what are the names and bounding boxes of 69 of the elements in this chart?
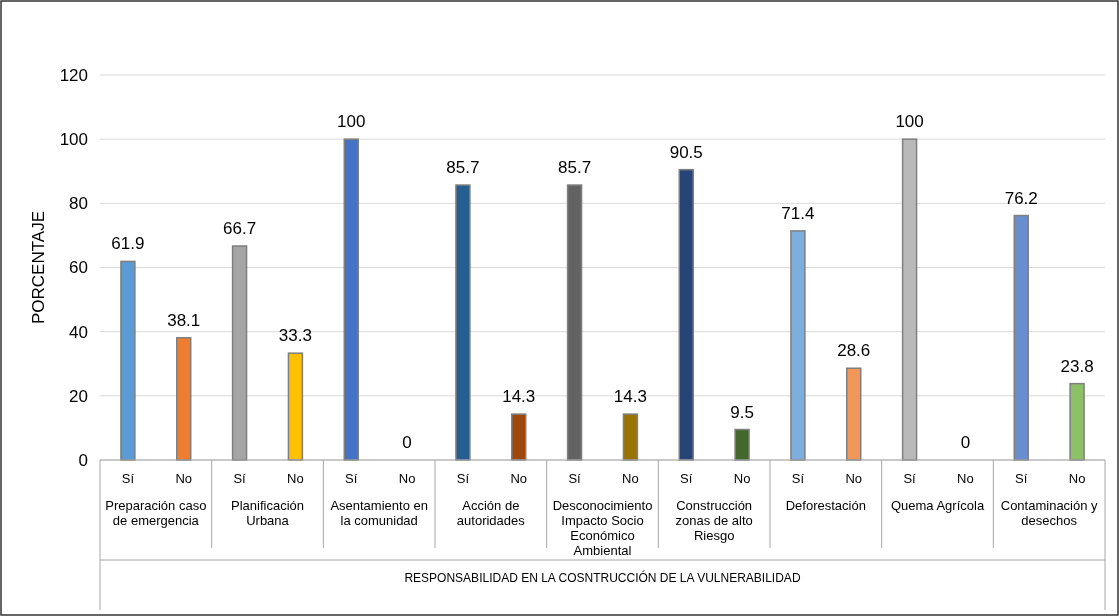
bar	[511, 413, 527, 461]
bar	[176, 337, 192, 461]
y-tick-label: 40	[69, 322, 88, 342]
text: RESPONSABILIDAD EN LA COSNTRUCCIÓN DE LA VULNERABILIDAD	[404, 570, 801, 585]
x-tick-label: No	[845, 471, 863, 486]
text: Deforestación	[785, 498, 866, 513]
data-label: 0	[402, 433, 412, 452]
text: Planificación Urbana	[231, 498, 304, 528]
x-tick-label: No	[398, 471, 416, 486]
data-label: 85.7	[558, 158, 592, 178]
data-label: 14.3	[613, 387, 647, 407]
y-tick-label: 60	[69, 258, 88, 278]
data-label: 38.1	[167, 310, 201, 330]
text: Asentamiento en la comunidad	[330, 498, 428, 528]
bar	[622, 413, 639, 461]
x-tick-label: No	[733, 471, 751, 486]
bar	[901, 138, 918, 461]
x-tick-label: No	[510, 471, 528, 486]
y-tick-label: 80	[69, 194, 88, 214]
x-tick-label: No	[1068, 471, 1086, 486]
x-tick-label: Sí	[791, 471, 805, 486]
x-tick-label: Sí	[121, 471, 135, 486]
bar	[1013, 214, 1029, 461]
x-tick-label: No	[957, 471, 974, 486]
y-tick-label: 0	[78, 450, 88, 470]
x-tick-label: Sí	[903, 471, 917, 486]
bar	[343, 138, 359, 461]
text: Quema Agrícola	[890, 498, 985, 513]
data-label: 61.9	[111, 234, 145, 254]
text: Preparación caso de emergencia	[105, 498, 207, 528]
x-tick-label: Sí	[568, 471, 582, 486]
y-tick-label: 120	[59, 65, 88, 85]
y-tick-label: 20	[69, 386, 88, 406]
x-tick-label: Sí	[233, 471, 247, 486]
data-label: 23.8	[1060, 356, 1094, 376]
data-label: 28.6	[837, 341, 871, 361]
text: Contaminación y desechos	[1000, 498, 1099, 528]
bar	[846, 367, 862, 461]
data-label: 9.5	[730, 402, 754, 422]
bar	[566, 184, 583, 461]
x-tick-label: Sí	[1015, 471, 1028, 486]
data-label: 66.7	[223, 219, 257, 238]
bar	[678, 168, 694, 461]
x-tick-label: No	[622, 471, 639, 486]
bar	[120, 260, 136, 461]
bar	[455, 184, 471, 461]
text: Construcción zonas de alto Riesgo	[675, 498, 753, 543]
y-tick-label: 100	[59, 130, 88, 150]
text: Desconocimiento Impacto Socio Económico Ambiental	[552, 498, 653, 558]
y-axis-title: PORCENTAJE	[29, 210, 48, 325]
bar	[287, 352, 304, 461]
data-label: 14.3	[502, 387, 536, 407]
x-tick-label: Sí	[680, 471, 693, 486]
bar	[1069, 382, 1085, 461]
data-label: 0	[960, 433, 971, 452]
x-tick-label: No	[287, 471, 304, 486]
bar	[790, 230, 806, 461]
data-label: 33.3	[278, 326, 312, 346]
data-label: 85.7	[446, 158, 480, 178]
data-label: 71.4	[781, 203, 815, 223]
data-label: 76.2	[1004, 188, 1038, 208]
x-tick-label: Sí	[345, 471, 358, 486]
data-label: 100	[337, 112, 366, 132]
bar	[734, 428, 750, 461]
x-tick-label: Sí	[456, 471, 470, 486]
data-label: 100	[895, 112, 924, 132]
data-label: 90.5	[669, 142, 703, 162]
x-tick-label: No	[175, 471, 193, 486]
text: Acción de autoridades	[456, 498, 526, 528]
